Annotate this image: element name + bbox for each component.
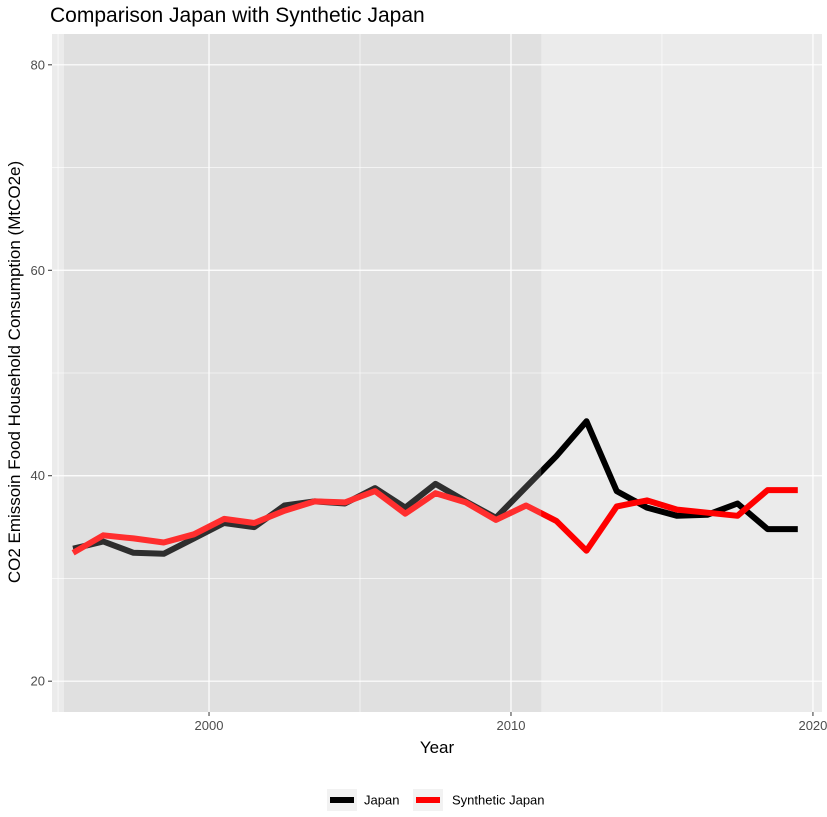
x-tick-label: 2010 [497, 718, 526, 733]
series-lines [64, 34, 798, 712]
chart-title: Comparison Japan with Synthetic Japan [50, 4, 425, 27]
series-line-synthetic-japan [71, 487, 798, 556]
y-tick-label: 20 [31, 674, 45, 689]
axis-ticks: 20 40 60 80 2000 2010 2020 [31, 57, 827, 733]
y-tick-label: 80 [31, 57, 45, 72]
legend: Japan Synthetic Japan [327, 789, 545, 811]
legend-label-synthetic-japan: Synthetic Japan [452, 793, 545, 808]
x-tick-label: 2020 [798, 718, 827, 733]
x-tick-label: 2000 [195, 718, 224, 733]
y-tick-label: 40 [31, 468, 45, 483]
y-axis-title: CO2 Emissoin Food Household Consumption … [5, 161, 24, 583]
series-line-japan [72, 418, 798, 557]
shaded-region-overlay [64, 34, 542, 712]
y-tick-label: 60 [31, 263, 45, 278]
grid-lines [52, 34, 822, 712]
legend-label-japan: Japan [364, 793, 399, 808]
x-axis-title: Year [420, 738, 455, 757]
